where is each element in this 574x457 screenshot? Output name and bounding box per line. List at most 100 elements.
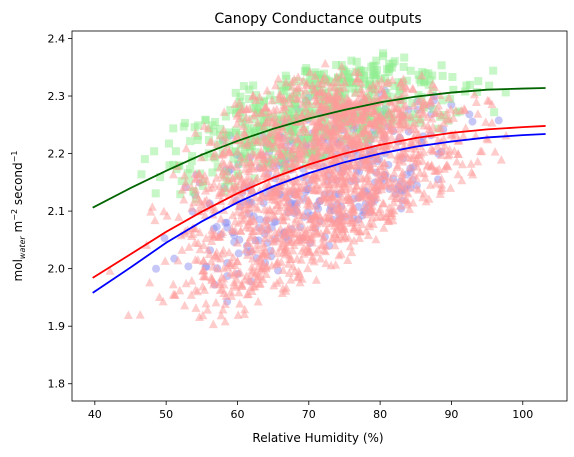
square-marker: [221, 112, 230, 121]
triangle-marker: [198, 281, 208, 291]
triangle-marker: [277, 288, 287, 297]
triangle-marker: [437, 180, 447, 189]
triangle-marker: [340, 77, 350, 87]
triangle-marker: [403, 177, 413, 186]
triangle-marker: [421, 196, 431, 206]
square-marker: [474, 77, 483, 86]
triangle-marker: [232, 238, 242, 247]
triangle-marker: [307, 152, 317, 162]
square-marker: [216, 124, 225, 133]
triangle-marker: [458, 131, 468, 140]
square-marker: [438, 96, 447, 105]
square-marker: [410, 110, 419, 119]
square-marker: [367, 62, 376, 71]
fit-line-triangle: [92, 125, 546, 279]
triangle-marker: [274, 181, 284, 191]
triangle-marker: [349, 236, 359, 245]
triangle-marker: [278, 265, 288, 274]
triangle-marker: [252, 240, 262, 249]
square-marker: [208, 168, 217, 177]
triangle-marker: [316, 131, 326, 140]
triangle-marker: [202, 305, 212, 314]
triangle-marker: [434, 123, 444, 133]
triangle-marker: [271, 187, 281, 196]
square-marker: [188, 152, 197, 161]
triangle-marker: [205, 137, 215, 146]
triangle-marker: [324, 90, 334, 99]
triangle-marker: [381, 171, 391, 181]
triangle-marker: [490, 147, 500, 156]
triangle-marker: [394, 131, 404, 141]
triangle-marker: [370, 119, 380, 129]
square-marker: [137, 170, 146, 179]
fit-line-circle: [92, 133, 546, 294]
triangle-marker: [342, 164, 352, 173]
square-marker: [183, 169, 192, 178]
y-tick-label: 2.4: [48, 32, 66, 45]
triangle-marker: [276, 197, 286, 206]
triangle-marker: [263, 169, 273, 178]
triangle-marker: [211, 205, 221, 214]
triangle-marker: [398, 174, 408, 184]
triangle-marker: [239, 309, 249, 319]
square-marker: [231, 88, 240, 97]
square-marker: [229, 155, 238, 164]
triangle-marker: [253, 297, 263, 306]
triangle-marker: [290, 218, 300, 227]
triangle-marker: [405, 162, 415, 172]
triangle-marker: [217, 188, 227, 197]
triangle-marker: [227, 173, 237, 183]
triangle-marker: [288, 245, 298, 255]
square-marker: [256, 116, 265, 125]
triangle-marker: [483, 95, 493, 105]
triangle-marker: [259, 121, 269, 131]
triangle-marker: [191, 285, 201, 294]
triangle-marker: [264, 130, 274, 140]
square-marker: [414, 70, 423, 79]
triangle-marker: [296, 255, 306, 264]
triangle-marker: [322, 123, 332, 133]
square-marker: [266, 91, 275, 100]
triangle-marker: [369, 107, 379, 116]
triangle-marker: [219, 125, 229, 134]
triangle-marker: [351, 193, 361, 202]
triangle-marker: [179, 195, 189, 204]
triangle-marker: [286, 275, 296, 284]
triangle-marker: [290, 188, 300, 198]
triangle-marker: [383, 77, 393, 86]
triangle-marker: [276, 224, 286, 233]
triangle-marker: [257, 225, 267, 234]
triangle-marker: [267, 115, 277, 124]
square-marker: [200, 153, 209, 162]
triangle-marker: [285, 93, 295, 102]
chart-title: Canopy Conductance outputs: [214, 11, 421, 27]
triangle-marker: [199, 240, 209, 250]
triangle-marker: [202, 176, 212, 185]
triangle-marker: [326, 260, 336, 270]
triangle-marker: [468, 169, 478, 179]
triangle-marker: [358, 149, 368, 158]
triangle-marker: [323, 156, 333, 165]
triangle-marker: [276, 257, 286, 266]
triangle-marker: [218, 305, 228, 314]
triangle-marker: [394, 180, 404, 189]
triangle-marker: [331, 123, 341, 133]
square-marker: [213, 162, 222, 171]
triangle-marker: [307, 141, 317, 150]
square-marker: [151, 189, 160, 198]
triangle-marker: [429, 108, 439, 118]
triangle-marker: [315, 122, 325, 131]
triangle-marker: [251, 156, 261, 166]
triangle-marker: [379, 198, 389, 208]
triangle-marker: [344, 116, 354, 125]
triangle-marker: [324, 164, 334, 174]
square-marker: [348, 84, 357, 93]
square-marker: [429, 104, 438, 113]
triangle-marker: [363, 198, 373, 207]
triangle-marker: [259, 242, 269, 251]
triangle-marker: [168, 169, 178, 179]
triangle-marker: [367, 213, 377, 222]
triangle-marker: [270, 211, 280, 221]
circle-marker: [494, 116, 503, 125]
triangle-marker: [292, 199, 302, 208]
